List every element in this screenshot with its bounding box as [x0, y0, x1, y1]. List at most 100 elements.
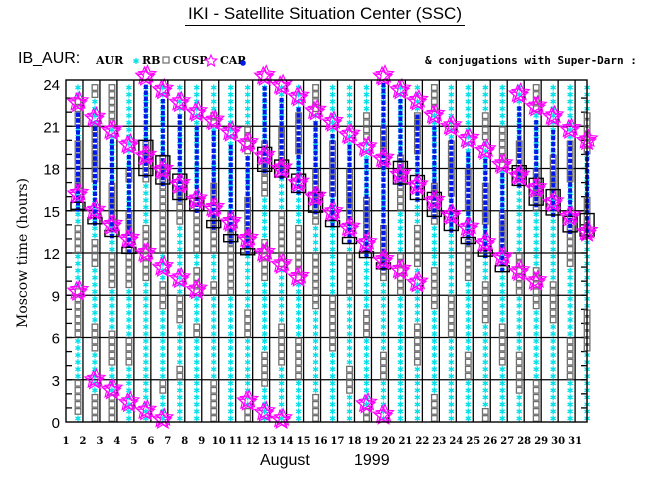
aur-marker — [244, 288, 251, 295]
asterisk-stroke — [567, 409, 574, 414]
asterisk-stroke — [261, 324, 268, 330]
cap-marker — [313, 204, 318, 209]
cap-marker — [466, 169, 471, 175]
asterisk-stroke — [75, 275, 81, 280]
rb-marker — [515, 253, 523, 260]
asterisk-stroke — [125, 324, 132, 330]
cap-marker — [432, 172, 437, 178]
aur-marker — [193, 359, 200, 366]
aur-marker — [567, 330, 574, 337]
aur-marker — [295, 295, 302, 302]
cap-marker — [551, 206, 556, 212]
asterisk-stroke — [244, 296, 251, 301]
rb-marker — [244, 126, 252, 134]
aur-marker — [312, 380, 319, 387]
rb-marker — [125, 358, 133, 366]
aur-marker — [482, 98, 489, 105]
asterisk-stroke — [142, 395, 149, 400]
aur-marker — [363, 373, 370, 380]
aur-marker — [227, 105, 234, 112]
aur-marker — [92, 267, 98, 274]
asterisk-stroke — [295, 402, 302, 407]
aur-marker — [465, 281, 472, 288]
rb-marker — [481, 295, 489, 303]
asterisk-stroke — [109, 240, 115, 245]
rb-marker — [430, 217, 438, 225]
cap-marker — [381, 118, 386, 123]
aur-marker — [295, 218, 302, 225]
cusp-marker — [390, 80, 411, 100]
cap-marker — [211, 189, 216, 195]
aur-marker — [125, 380, 132, 387]
rb-marker — [108, 98, 116, 106]
asterisk-stroke — [176, 247, 183, 252]
day-column-15 — [304, 84, 327, 422]
aur-marker — [278, 415, 285, 422]
aur-marker — [482, 330, 489, 337]
cap-marker — [160, 175, 165, 181]
asterisk-stroke — [312, 360, 319, 365]
aur-marker — [448, 274, 455, 281]
rb-marker — [312, 260, 320, 268]
aur-marker — [125, 316, 132, 323]
aur-marker — [176, 225, 183, 232]
asterisk-stroke — [329, 395, 336, 400]
rb-marker — [108, 112, 116, 120]
cap-marker — [92, 179, 97, 185]
cap-marker — [466, 158, 471, 163]
cap-marker — [381, 165, 386, 171]
aur-marker — [244, 84, 251, 91]
aur-marker — [414, 218, 421, 225]
aur-marker — [533, 373, 540, 380]
aur-marker — [448, 246, 455, 253]
aur-marker — [227, 345, 234, 352]
rb-marker — [244, 407, 252, 415]
rb-marker — [413, 260, 421, 268]
asterisk-stroke — [363, 99, 370, 104]
asterisk-stroke — [329, 85, 336, 90]
cap-marker — [415, 161, 420, 167]
aur-marker — [142, 211, 149, 218]
rb-marker — [464, 365, 472, 373]
cap-marker — [330, 193, 335, 198]
aur-marker — [92, 232, 98, 239]
aur-marker — [516, 295, 523, 302]
cap-marker — [483, 218, 488, 223]
aur-marker — [329, 119, 336, 126]
aur-marker — [278, 387, 285, 394]
rb-marker — [74, 231, 82, 239]
cusp-marker — [390, 165, 411, 185]
cap-marker — [330, 133, 335, 139]
asterisk-stroke — [193, 374, 200, 379]
aur-marker — [193, 253, 200, 260]
rb-marker — [193, 217, 201, 225]
asterisk-stroke — [261, 198, 268, 203]
asterisk-stroke — [75, 219, 81, 224]
rb-marker — [430, 302, 438, 310]
asterisk-stroke — [499, 416, 506, 421]
rb-marker — [566, 337, 574, 345]
asterisk-stroke — [312, 353, 319, 358]
asterisk-stroke — [278, 374, 285, 379]
asterisk-stroke — [142, 331, 149, 337]
cap-marker — [228, 233, 233, 239]
cap-marker — [296, 148, 301, 154]
rb-marker — [210, 400, 218, 408]
cap-marker — [76, 201, 80, 206]
aur-marker — [567, 112, 574, 119]
cap-marker — [347, 221, 352, 227]
asterisk-stroke — [244, 254, 251, 259]
asterisk-stroke — [227, 402, 234, 407]
aur-marker — [550, 387, 557, 394]
cap-marker — [160, 169, 165, 175]
asterisk-stroke — [346, 141, 353, 146]
asterisk-stroke — [278, 282, 285, 287]
cusp-marker — [475, 234, 496, 254]
rb-marker — [278, 231, 286, 239]
aur-marker — [550, 345, 557, 352]
aur-marker — [244, 274, 251, 281]
day-column-12 — [253, 64, 277, 423]
asterisk-stroke — [363, 289, 370, 294]
cusp-marker — [154, 157, 175, 177]
